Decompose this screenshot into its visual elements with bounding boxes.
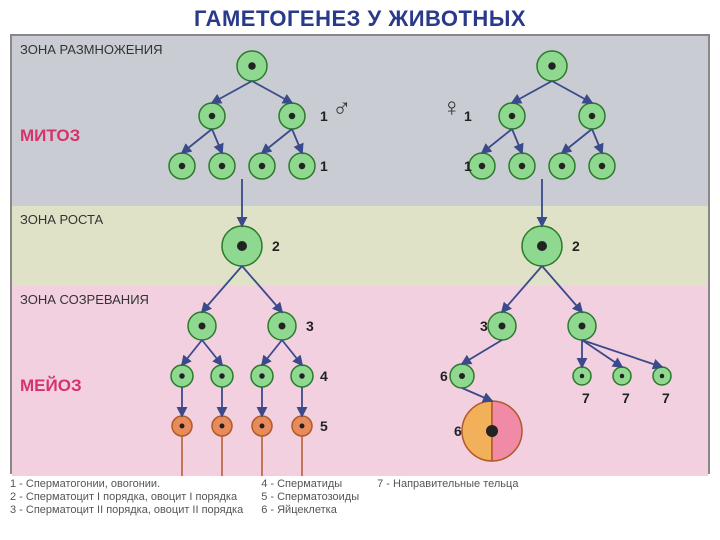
svg-text:7: 7 xyxy=(582,390,590,406)
legend-line: 2 - Сперматоцит I порядка, овоцит I поря… xyxy=(10,491,243,503)
legend-line: 7 - Направительные тельца xyxy=(377,478,518,490)
cells-svg: 1 1 1 1 2 2 3 3 4 5 6 6 7 7 7 xyxy=(12,36,712,476)
svg-text:2: 2 xyxy=(272,238,280,254)
svg-text:3: 3 xyxy=(480,318,488,334)
svg-text:1: 1 xyxy=(464,108,472,124)
legend-col-2: 4 - Сперматиды5 - Сперматозоиды6 - Яйцек… xyxy=(261,478,359,516)
legend-col-3: 7 - Направительные тельца xyxy=(377,478,518,516)
svg-text:7: 7 xyxy=(622,390,630,406)
svg-text:1: 1 xyxy=(464,158,472,174)
svg-text:3: 3 xyxy=(306,318,314,334)
legend-line: 4 - Сперматиды xyxy=(261,478,359,490)
svg-text:2: 2 xyxy=(572,238,580,254)
svg-text:7: 7 xyxy=(662,390,670,406)
legend: 1 - Сперматогонии, овогонии.2 - Спермато… xyxy=(10,478,710,516)
legend-line: 6 - Яйцеклетка xyxy=(261,504,359,516)
legend-line: 1 - Сперматогонии, овогонии. xyxy=(10,478,243,490)
page-title: ГАМЕТОГЕНЕЗ У ЖИВОТНЫХ xyxy=(0,0,720,34)
diagram-canvas: ЗОНА РАЗМНОЖЕНИЯЗОНА РОСТАЗОНА СОЗРЕВАНИ… xyxy=(10,34,710,474)
legend-col-1: 1 - Сперматогонии, овогонии.2 - Спермато… xyxy=(10,478,243,516)
svg-text:6: 6 xyxy=(454,423,462,439)
legend-line: 5 - Сперматозоиды xyxy=(261,491,359,503)
svg-text:6: 6 xyxy=(440,368,448,384)
svg-text:5: 5 xyxy=(320,418,328,434)
svg-text:4: 4 xyxy=(320,368,328,384)
svg-text:1: 1 xyxy=(320,108,328,124)
legend-line: 3 - Сперматоцит II порядка, овоцит II по… xyxy=(10,504,243,516)
svg-text:1: 1 xyxy=(320,158,328,174)
